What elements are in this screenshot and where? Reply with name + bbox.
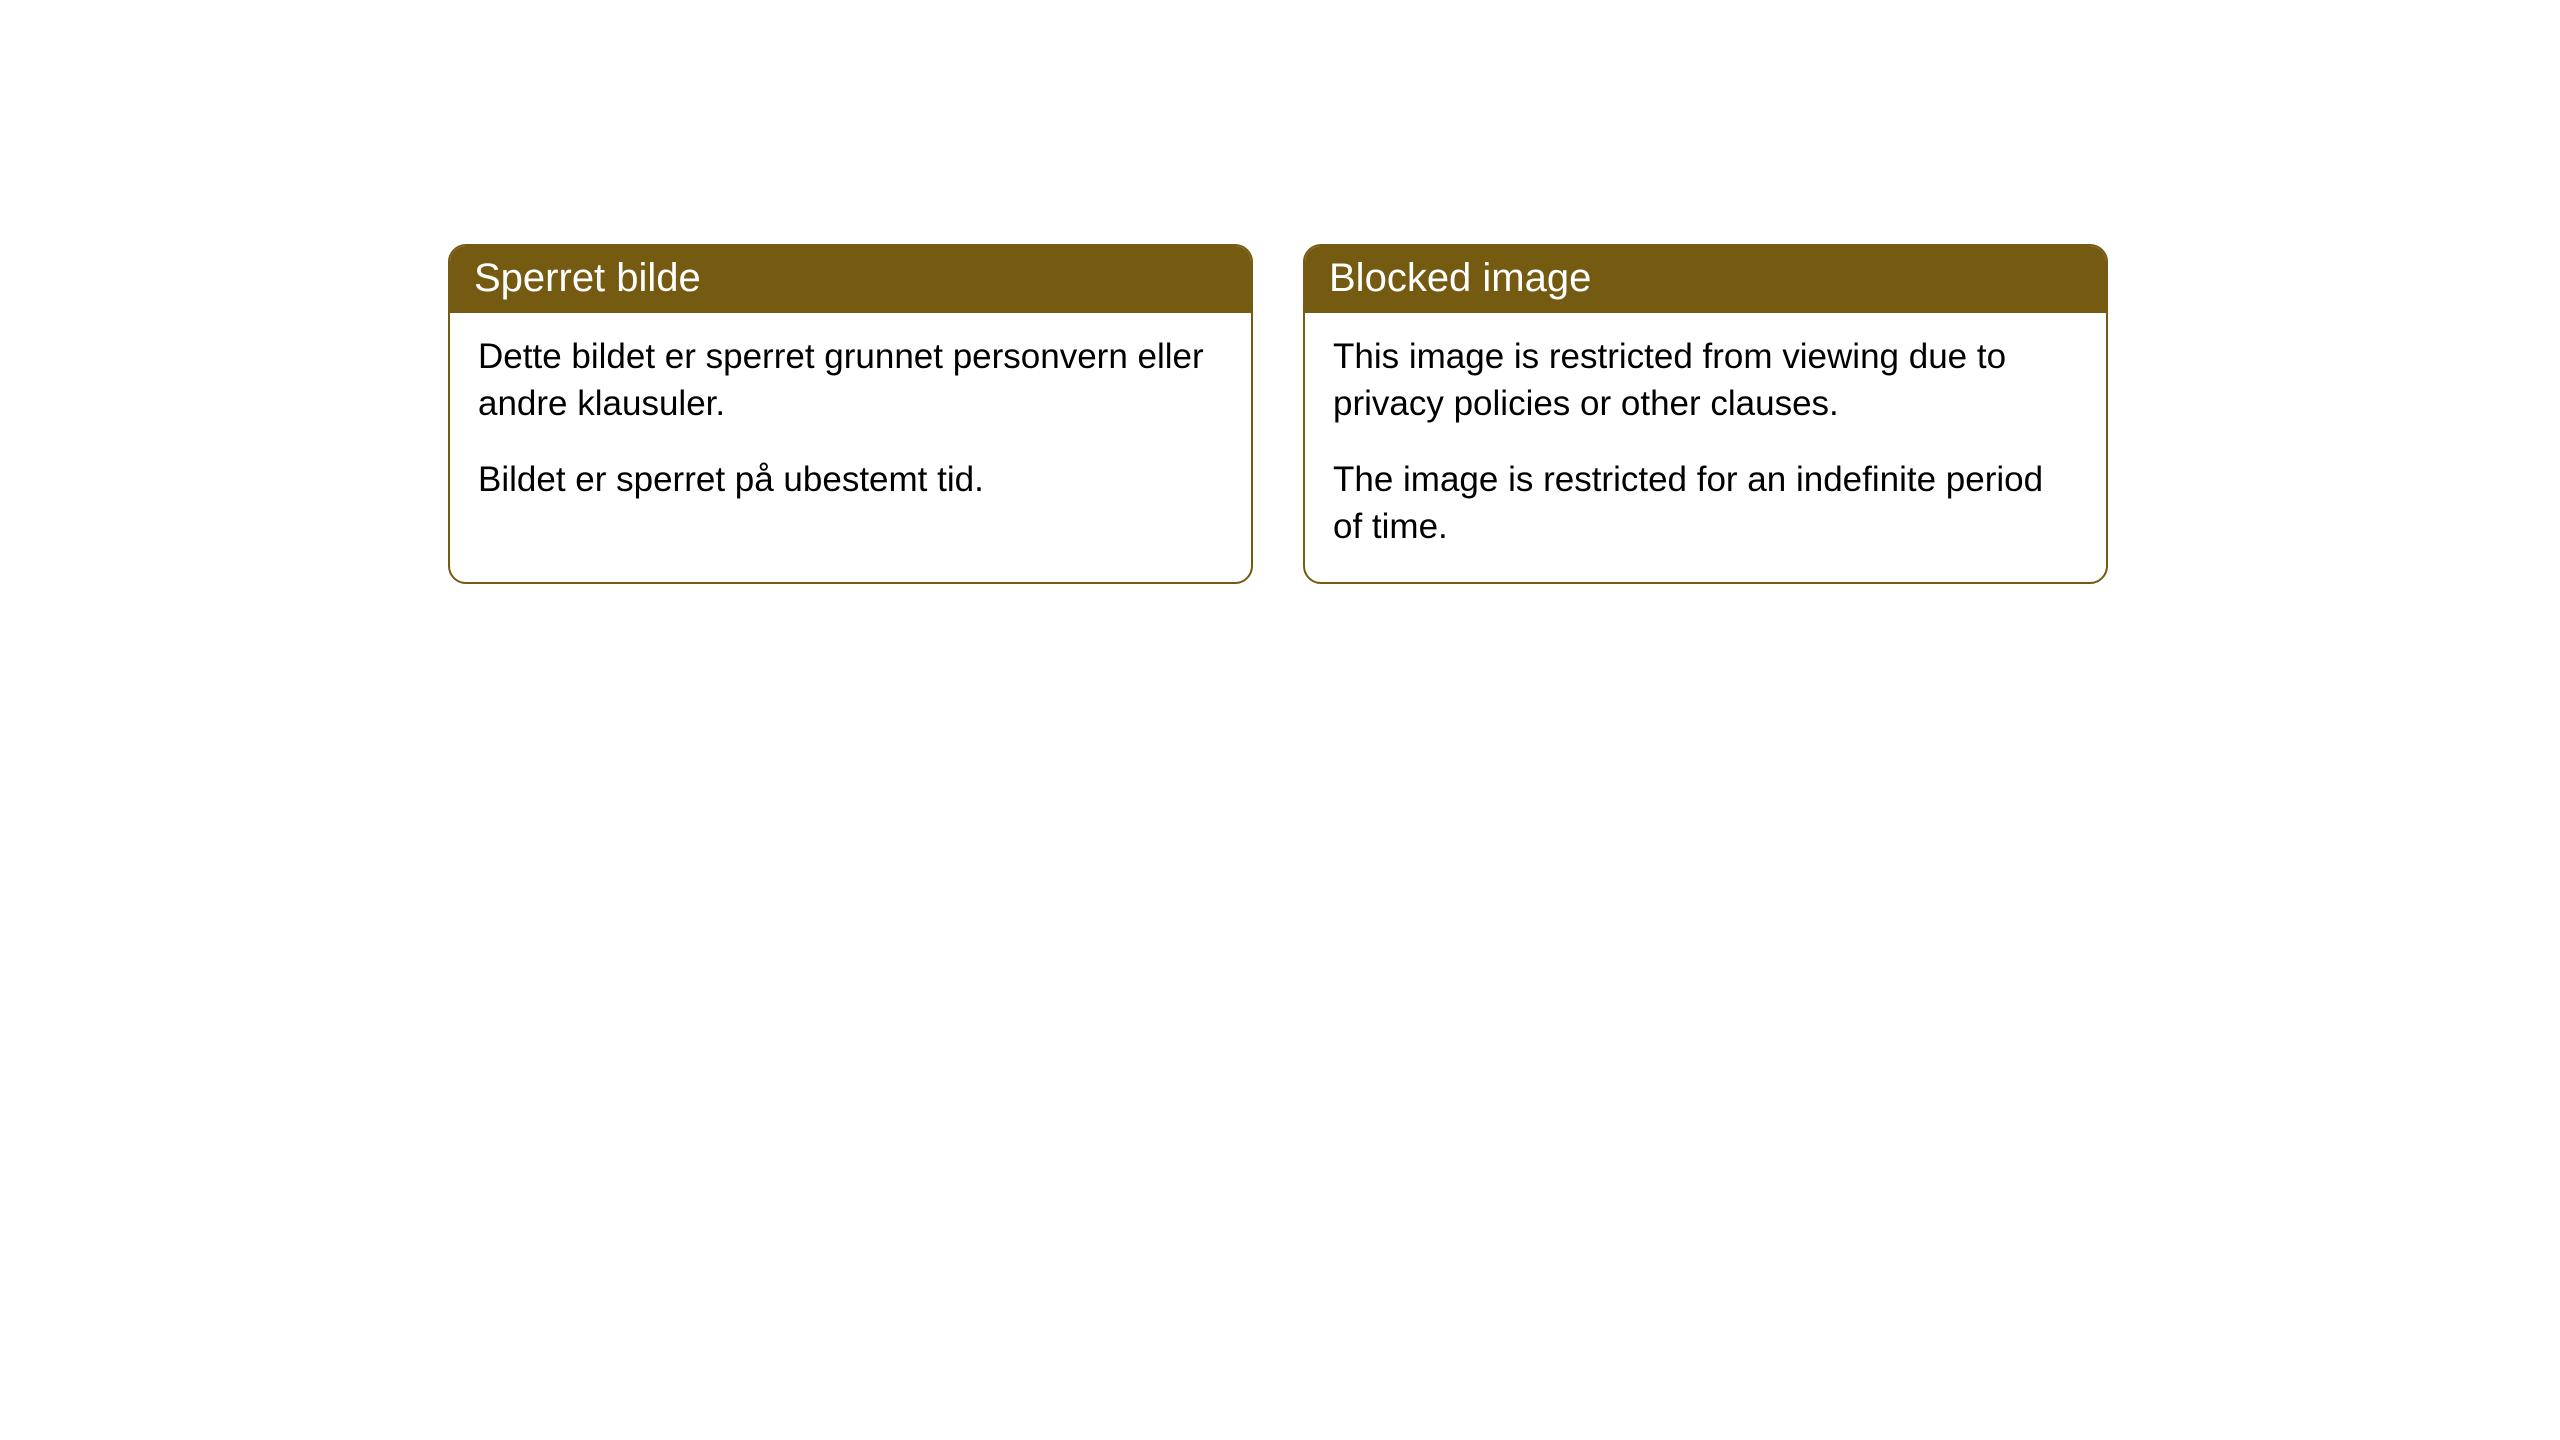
card-paragraph: Bildet er sperret på ubestemt tid.: [478, 456, 1223, 503]
notice-card-norwegian: Sperret bilde Dette bildet er sperret gr…: [448, 244, 1253, 584]
card-title: Blocked image: [1329, 256, 1591, 300]
card-paragraph: This image is restricted from viewing du…: [1333, 333, 2078, 428]
card-body: This image is restricted from viewing du…: [1305, 313, 2106, 582]
card-title: Sperret bilde: [474, 256, 701, 300]
card-body: Dette bildet er sperret grunnet personve…: [450, 313, 1251, 535]
notice-cards-container: Sperret bilde Dette bildet er sperret gr…: [448, 244, 2108, 584]
card-paragraph: Dette bildet er sperret grunnet personve…: [478, 333, 1223, 428]
card-header: Sperret bilde: [450, 246, 1251, 313]
notice-card-english: Blocked image This image is restricted f…: [1303, 244, 2108, 584]
card-header: Blocked image: [1305, 246, 2106, 313]
card-paragraph: The image is restricted for an indefinit…: [1333, 456, 2078, 551]
